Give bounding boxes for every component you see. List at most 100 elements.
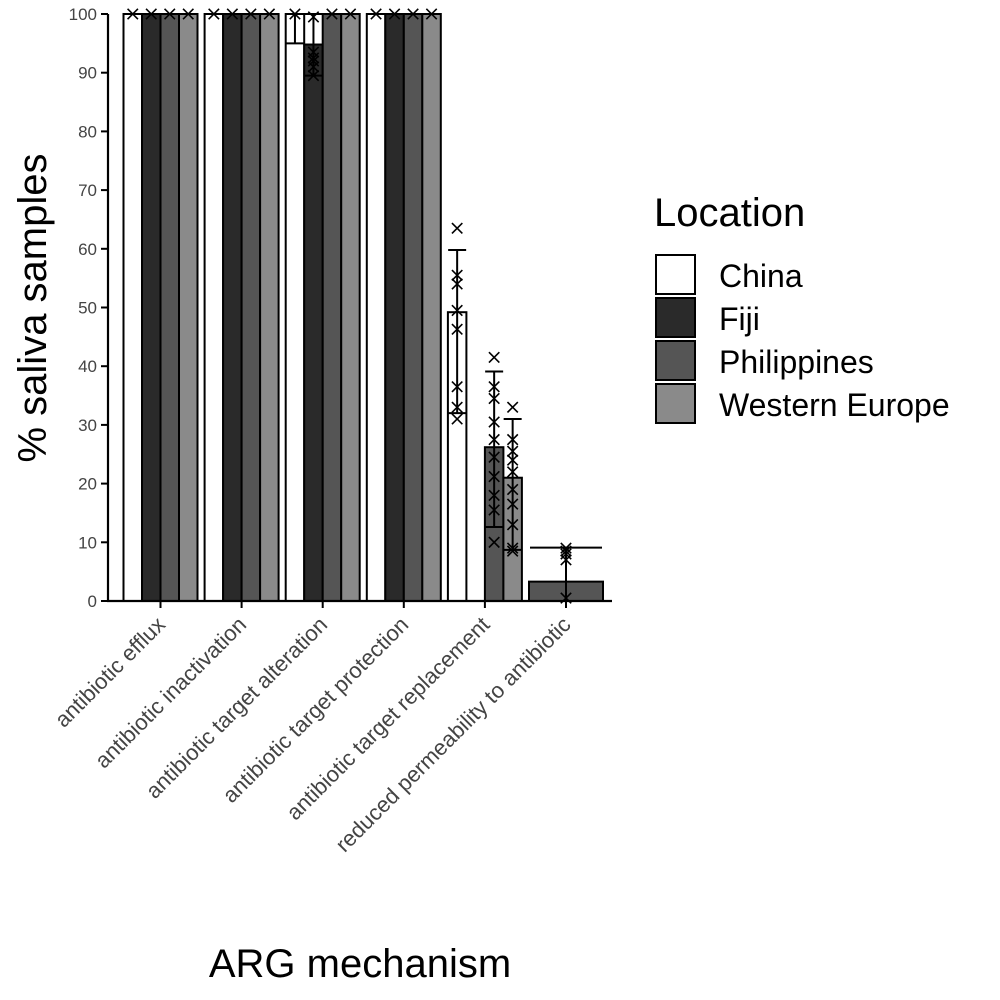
- point-philippines-antibiotic-inactivation-0: [245, 8, 257, 20]
- point-china-antibiotic-target-replacement-3: [451, 323, 463, 335]
- y-tick-label-30: 30: [78, 416, 97, 435]
- legend: Location China Fiji Philippines Western Eur…: [654, 191, 950, 424]
- point-philippines-antibiotic-target-replacement-3: [488, 470, 500, 483]
- bar-china-antibiotic-target-alteration: [284, 13, 306, 602]
- point-china-antibiotic-target-protection-0: [370, 8, 382, 20]
- y-ticks-layer: 0 10 20 30 40 50 60 70 80 90 100: [69, 5, 108, 611]
- legend-item-china: China: [655, 254, 803, 295]
- bars-layer: [122, 13, 604, 603]
- point-western-europe-antibiotic-inactivation-0: [263, 8, 276, 20]
- bar-china-antibiotic-efflux: [122, 13, 143, 602]
- point-philippines-antibiotic-target-replacement-2: [488, 489, 500, 502]
- legend-label-fiji: Fiji: [719, 301, 760, 337]
- point-western-europe-antibiotic-target-replacement-7: [506, 445, 519, 458]
- error-bar-western-europe-antibiotic-target-replacement: [503, 418, 522, 551]
- point-philippines-reduced-permeability-to-antibiotic-4: [560, 542, 572, 554]
- point-china-antibiotic-target-replacement-7: [451, 222, 463, 235]
- bar-fiji-antibiotic-target-alteration: [303, 43, 324, 603]
- point-western-europe-antibiotic-target-replacement-2: [506, 518, 519, 531]
- x-tick-label-antibiotic-inactivation: antibiotic inactivation: [90, 612, 251, 773]
- point-fiji-antibiotic-target-alteration-5: [307, 11, 320, 23]
- bar-fiji-antibiotic-target-protection: [384, 13, 405, 602]
- point-fiji-antibiotic-efflux-0: [145, 8, 158, 20]
- point-western-europe-antibiotic-target-replacement-5: [506, 466, 519, 478]
- point-china-antibiotic-target-replacement-6: [451, 269, 463, 281]
- point-western-europe-antibiotic-target-replacement-0: [506, 545, 519, 557]
- points-layer: [126, 8, 572, 604]
- point-china-antibiotic-target-replacement-2: [451, 380, 463, 393]
- bar-philippines-antibiotic-target-protection: [402, 13, 424, 602]
- y-tick-label-50: 50: [78, 299, 97, 318]
- point-philippines-antibiotic-target-replacement-7: [488, 392, 500, 405]
- y-tick-label-0: 0: [88, 592, 97, 611]
- point-philippines-antibiotic-target-protection-0: [407, 8, 419, 20]
- point-fiji-antibiotic-inactivation-0: [226, 8, 239, 20]
- bar-china-antibiotic-target-protection: [365, 13, 387, 602]
- point-china-antibiotic-target-replacement-4: [451, 304, 463, 317]
- y-tick-label-70: 70: [78, 181, 97, 200]
- legend-swatch-western-europe: [655, 383, 696, 424]
- y-tick-label-80: 80: [78, 122, 97, 141]
- legend-item-fiji: Fiji: [655, 297, 760, 338]
- y-tick-label-40: 40: [78, 357, 97, 376]
- y-tick-label-60: 60: [78, 240, 97, 259]
- y-tick-label-100: 100: [69, 5, 97, 24]
- legend-swatch-philippines: [655, 340, 696, 381]
- point-western-europe-antibiotic-efflux-0: [182, 8, 195, 20]
- bar-western-europe-antibiotic-target-protection: [421, 13, 442, 602]
- point-china-antibiotic-efflux-0: [126, 8, 139, 20]
- legend-title: Location: [654, 191, 805, 235]
- point-philippines-antibiotic-target-replacement-9: [488, 351, 500, 364]
- y-axis-label: % saliva samples: [11, 153, 55, 462]
- point-china-antibiotic-target-replacement-1: [451, 401, 463, 414]
- point-china-antibiotic-target-alteration-0: [289, 8, 301, 20]
- legend-label-western-europe: Western Europe: [719, 387, 950, 423]
- point-philippines-antibiotic-target-alteration-0: [326, 8, 338, 20]
- point-western-europe-antibiotic-target-alteration-0: [344, 8, 357, 20]
- bar-philippines-antibiotic-efflux: [159, 13, 180, 602]
- point-fiji-antibiotic-target-alteration-2: [307, 55, 320, 67]
- point-philippines-antibiotic-efflux-0: [163, 8, 176, 20]
- point-philippines-antibiotic-target-replacement-4: [488, 451, 500, 463]
- legend-entries: China Fiji Philippines Western Europe: [655, 254, 950, 424]
- point-philippines-antibiotic-target-replacement-0: [488, 536, 500, 549]
- point-china-antibiotic-target-replacement-0: [451, 413, 463, 425]
- point-western-europe-antibiotic-target-replacement-1: [506, 542, 519, 554]
- y-tick-label-20: 20: [78, 475, 97, 494]
- point-western-europe-antibiotic-target-protection-0: [425, 8, 438, 20]
- point-china-antibiotic-target-replacement-5: [451, 278, 463, 290]
- point-philippines-antibiotic-target-replacement-5: [488, 433, 500, 446]
- point-western-europe-antibiotic-target-replacement-8: [506, 433, 519, 446]
- bar-fiji-antibiotic-efflux: [141, 13, 162, 602]
- point-western-europe-antibiotic-target-replacement-6: [506, 454, 519, 466]
- point-philippines-antibiotic-target-replacement-6: [488, 416, 500, 428]
- legend-item-philippines: Philippines: [655, 340, 874, 381]
- bar-philippines-antibiotic-inactivation: [240, 13, 262, 602]
- point-western-europe-antibiotic-target-replacement-3: [506, 498, 519, 510]
- bar-fiji-antibiotic-inactivation: [222, 13, 243, 602]
- legend-label-philippines: Philippines: [719, 344, 874, 380]
- y-tick-label-10: 10: [78, 533, 97, 552]
- legend-label-china: China: [719, 258, 803, 294]
- bar-philippines-antibiotic-target-alteration: [321, 13, 343, 602]
- bar-china-antibiotic-inactivation: [203, 13, 225, 602]
- bar-western-europe-antibiotic-inactivation: [259, 13, 280, 602]
- legend-swatch-fiji: [655, 297, 696, 338]
- point-western-europe-antibiotic-target-replacement-4: [506, 483, 519, 496]
- point-china-antibiotic-inactivation-0: [208, 8, 220, 20]
- legend-swatch-china: [655, 254, 696, 295]
- y-tick-label-90: 90: [78, 64, 97, 83]
- point-philippines-reduced-permeability-to-antibiotic-3: [560, 545, 572, 557]
- point-fiji-antibiotic-target-alteration-0: [307, 69, 320, 82]
- legend-item-western-europe: Western Europe: [655, 383, 950, 424]
- point-fiji-antibiotic-target-alteration-4: [307, 46, 320, 58]
- bar-western-europe-antibiotic-efflux: [178, 13, 199, 602]
- point-western-europe-antibiotic-target-replacement-9: [506, 401, 519, 414]
- point-fiji-antibiotic-target-protection-0: [388, 8, 401, 20]
- bar-western-europe-antibiotic-target-alteration: [340, 13, 361, 602]
- point-philippines-antibiotic-target-replacement-8: [488, 380, 500, 393]
- point-philippines-antibiotic-target-replacement-1: [488, 504, 500, 516]
- x-axis-label: ARG mechanism: [209, 942, 511, 986]
